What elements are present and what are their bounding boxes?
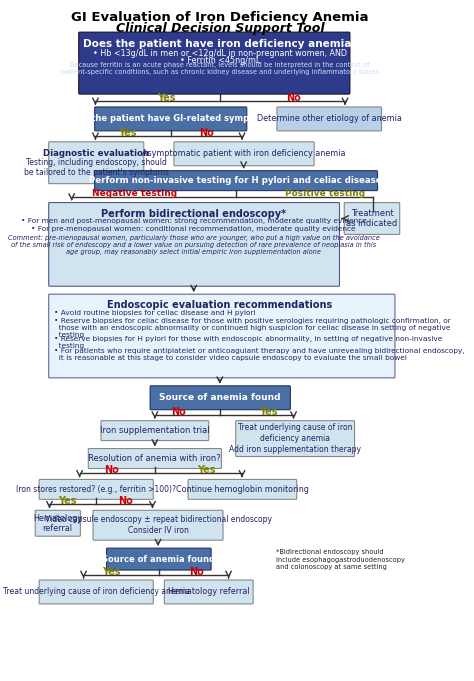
Text: Treat underlying cause of iron
deficiency anemia
Add iron supplementation therap: Treat underlying cause of iron deficienc… (229, 423, 361, 454)
Text: Yes: Yes (157, 93, 176, 103)
Text: • For men and post-menopausal women: strong recommendation, moderate quality evi: • For men and post-menopausal women: str… (21, 219, 366, 225)
Text: • For pre-menopausal women: conditional recommendation, moderate quality evidenc: • For pre-menopausal women: conditional … (31, 227, 356, 232)
FancyBboxPatch shape (95, 171, 377, 191)
Text: Source of anemia found: Source of anemia found (102, 554, 215, 564)
FancyBboxPatch shape (174, 142, 314, 165)
Text: Treat underlying cause of iron deficiency anemia: Treat underlying cause of iron deficienc… (3, 588, 190, 597)
Text: Source of anemia found: Source of anemia found (159, 393, 281, 402)
Text: Yes: Yes (58, 496, 77, 507)
Text: Positive testing: Positive testing (285, 189, 365, 198)
FancyBboxPatch shape (95, 107, 247, 131)
FancyBboxPatch shape (79, 32, 350, 94)
Text: No: No (171, 407, 186, 417)
Text: No: No (286, 93, 301, 103)
FancyBboxPatch shape (39, 479, 153, 499)
FancyBboxPatch shape (150, 386, 291, 410)
Text: Diagnostic evaluation: Diagnostic evaluation (43, 148, 149, 158)
Text: Endoscopic evaluation recommendations: Endoscopic evaluation recommendations (107, 300, 332, 310)
FancyBboxPatch shape (39, 580, 153, 604)
FancyBboxPatch shape (164, 580, 253, 604)
Text: Yes: Yes (118, 128, 137, 138)
Text: • Avoid routine biopsies for celiac disease and H pylori: • Avoid routine biopsies for celiac dise… (54, 310, 256, 316)
FancyBboxPatch shape (49, 142, 144, 184)
FancyBboxPatch shape (101, 421, 209, 441)
Text: No: No (118, 496, 133, 507)
Text: Negative testing: Negative testing (92, 189, 178, 198)
Text: Resolution of anemia with iron?: Resolution of anemia with iron? (89, 454, 221, 463)
FancyBboxPatch shape (49, 294, 395, 378)
FancyBboxPatch shape (188, 479, 297, 499)
Text: Asymptomatic patient with iron deficiency anemia: Asymptomatic patient with iron deficienc… (142, 149, 346, 158)
FancyBboxPatch shape (107, 548, 211, 570)
Text: Yes: Yes (259, 407, 277, 417)
Text: GI Evaluation of Iron Deficiency Anemia: GI Evaluation of Iron Deficiency Anemia (71, 12, 369, 25)
Text: Does the patient have GI-related symptoms?: Does the patient have GI-related symptom… (64, 114, 277, 123)
Text: Hematology referral: Hematology referral (168, 588, 250, 597)
Text: • For patients who require antiplatelet or anticoagulant therapy and have unreve: • For patients who require antiplatelet … (54, 348, 465, 361)
Text: Video capsule endoscopy ± repeat bidirectional endoscopy
Consider IV iron: Video capsule endoscopy ± repeat bidirec… (45, 516, 272, 535)
FancyBboxPatch shape (35, 510, 81, 536)
Text: Perform non-invasive testing for H pylori and celiac disease: Perform non-invasive testing for H pylor… (90, 176, 382, 185)
Text: No: No (190, 567, 204, 577)
Text: • Ferritin <45ng/mL: • Ferritin <45ng/mL (180, 56, 260, 65)
Text: Hematology
referral: Hematology referral (33, 513, 82, 533)
Text: Does the patient have iron deficiency anemia?: Does the patient have iron deficiency an… (82, 39, 357, 49)
Text: Because ferritin is an acute phase reactant, levels should be interpreted in the: Because ferritin is an acute phase react… (61, 62, 379, 75)
FancyBboxPatch shape (236, 421, 355, 456)
Text: *Bidirectional endoscopy should
include esophagogastroduodenoscopy
and colonosco: *Bidirectional endoscopy should include … (276, 549, 405, 570)
Text: Treatment
as indicated: Treatment as indicated (346, 209, 398, 228)
Text: Yes: Yes (197, 466, 216, 475)
FancyBboxPatch shape (88, 449, 221, 469)
Text: Perform bidirectional endoscopy*: Perform bidirectional endoscopy* (101, 208, 286, 219)
FancyBboxPatch shape (344, 202, 400, 234)
Text: Iron supplementation trial: Iron supplementation trial (100, 426, 210, 435)
Text: No: No (104, 466, 118, 475)
Text: • Hb <13g/dL in men or <12g/dL in non-pregnant women, AND: • Hb <13g/dL in men or <12g/dL in non-pr… (93, 49, 347, 58)
Text: Continue hemoglobin monitoring: Continue hemoglobin monitoring (175, 485, 309, 494)
FancyBboxPatch shape (93, 510, 223, 540)
Text: Clinical Decision Support Tool: Clinical Decision Support Tool (116, 22, 324, 35)
Text: Comment: pre-menopausal women, particularly those who are younger, who put a hig: Comment: pre-menopausal women, particula… (8, 234, 380, 255)
Text: • Reserve biopsies for H pylori for those with endoscopic abnormality, in settin: • Reserve biopsies for H pylori for thos… (54, 336, 443, 349)
Text: Iron stores restored? (e.g., ferritin >100)?: Iron stores restored? (e.g., ferritin >1… (16, 485, 176, 494)
Text: Yes: Yes (102, 567, 120, 577)
FancyBboxPatch shape (277, 107, 382, 131)
Text: No: No (199, 128, 214, 138)
FancyBboxPatch shape (49, 202, 339, 286)
Text: Determine other etiology of anemia: Determine other etiology of anemia (257, 114, 401, 123)
Text: • Reserve biopsies for celiac disease for those with positive serologies requiri: • Reserve biopsies for celiac disease fo… (54, 318, 451, 338)
Text: Testing, including endoscopy, should
be tailored to the patient's symptoms: Testing, including endoscopy, should be … (24, 158, 169, 177)
